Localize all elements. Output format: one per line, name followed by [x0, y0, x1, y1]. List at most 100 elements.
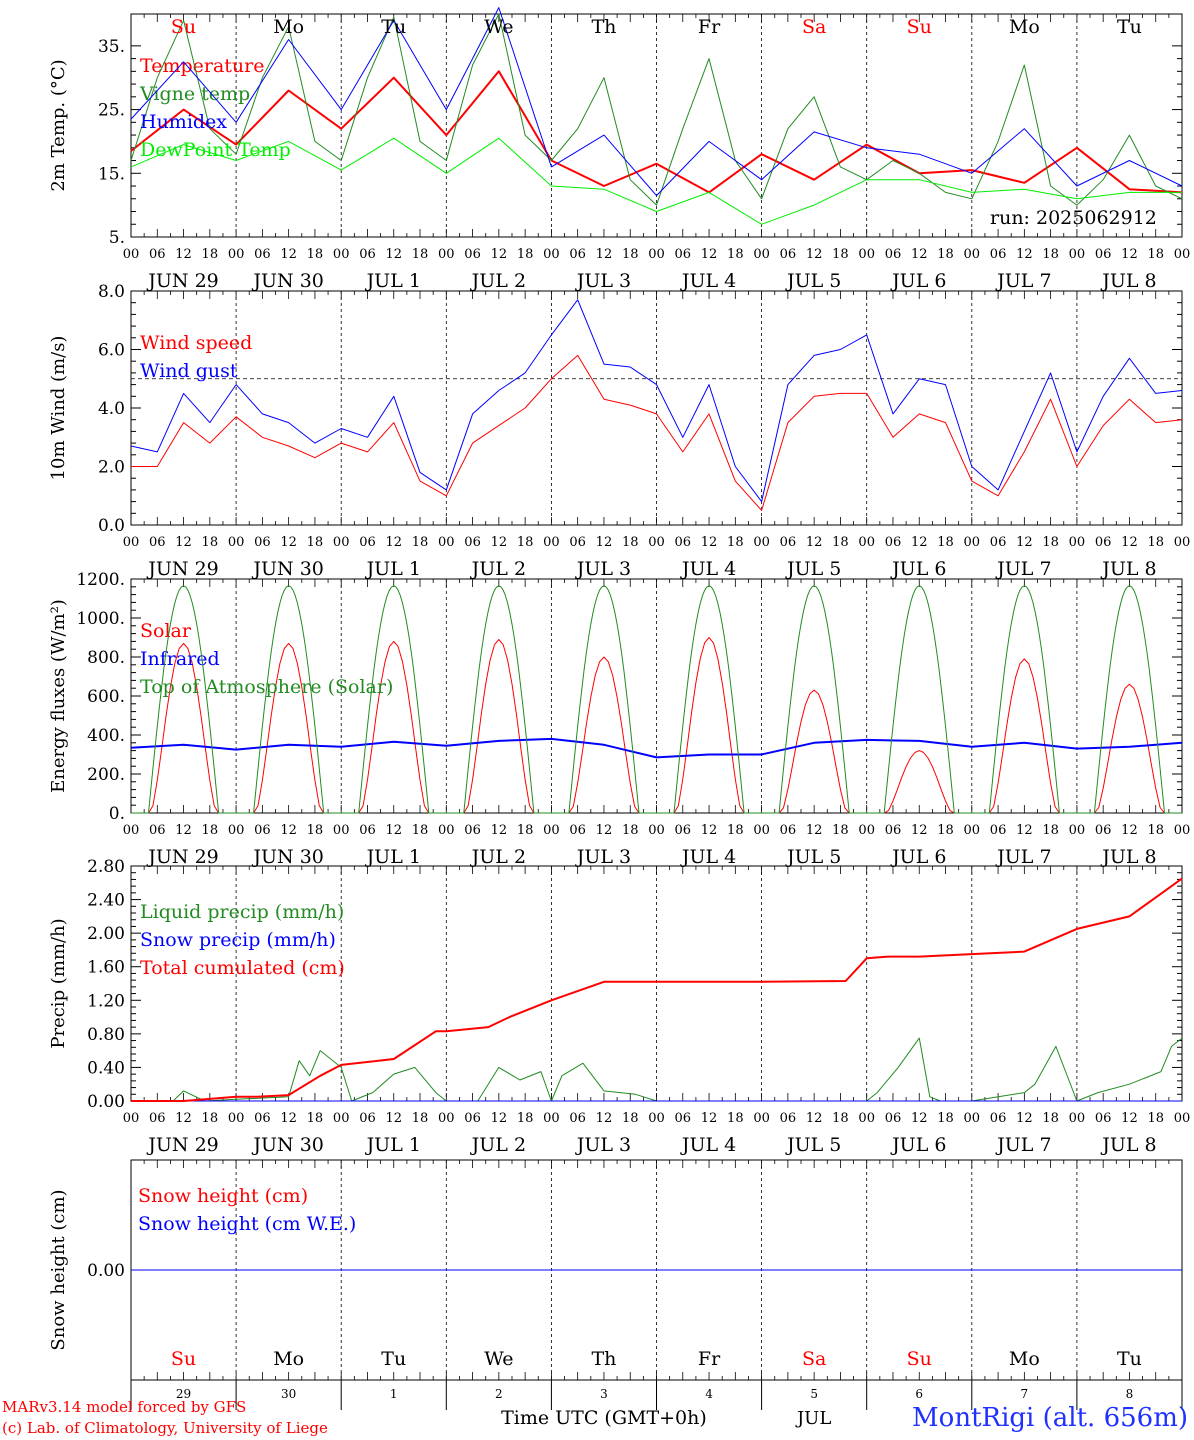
hour-label: 12 — [596, 247, 613, 262]
y-tick-label: 600. — [87, 687, 125, 707]
weekday-label: Fr — [698, 1348, 721, 1370]
lab-credit: (c) Lab. of Climatology, University of L… — [2, 1419, 328, 1437]
hour-label: 06 — [464, 1111, 481, 1126]
hour-label: 00 — [333, 247, 350, 262]
legend-entry: DewPoint Temp — [140, 139, 291, 161]
date-label: JUL 8 — [1100, 846, 1156, 868]
hour-label: 18 — [727, 247, 744, 262]
date-label: JUL 6 — [890, 846, 946, 868]
hour-label: 18 — [727, 823, 744, 838]
hour-label: 12 — [280, 247, 297, 262]
hour-label: 12 — [806, 823, 823, 838]
hour-label: 06 — [885, 247, 902, 262]
hour-label: 00 — [964, 1111, 981, 1126]
day-number-label: 5 — [810, 1387, 818, 1401]
y-tick-label: 0.00 — [87, 1261, 125, 1281]
weekday-label: Tu — [1117, 16, 1142, 38]
y-tick-label: 1200. — [76, 570, 125, 590]
day-number-label: 1 — [390, 1387, 398, 1401]
day-number-label: 3 — [600, 1387, 608, 1401]
date-label: JUN 30 — [251, 558, 323, 580]
hour-label: 12 — [806, 247, 823, 262]
station-title: MontRigi (alt. 656m) — [912, 1403, 1188, 1433]
hour-label: 18 — [202, 1111, 219, 1126]
hour-label: 00 — [648, 823, 665, 838]
hour-label: 12 — [1016, 247, 1033, 262]
hour-label: 06 — [149, 1111, 166, 1126]
hour-label: 18 — [202, 823, 219, 838]
date-label: JUL 4 — [680, 1134, 736, 1156]
date-label: JUN 29 — [146, 1134, 218, 1156]
day-number-label: 30 — [281, 1387, 296, 1401]
weekday-label: Tu — [1117, 1348, 1142, 1370]
hour-label: 00 — [333, 535, 350, 550]
date-label: JUL 6 — [890, 1134, 946, 1156]
hour-label: 12 — [1016, 535, 1033, 550]
hour-label: 06 — [254, 1111, 271, 1126]
weekday-label: Su — [907, 16, 932, 38]
hour-label: 06 — [780, 823, 797, 838]
hour-label: 00 — [1069, 823, 1086, 838]
hour-label: 00 — [123, 1111, 140, 1126]
hour-label: 18 — [1147, 1111, 1164, 1126]
hour-label: 18 — [1042, 247, 1059, 262]
date-label: JUL 2 — [470, 270, 526, 292]
hour-label: 00 — [228, 535, 245, 550]
hour-label: 18 — [832, 823, 849, 838]
hour-label: 00 — [228, 1111, 245, 1126]
weekday-label: Mo — [1009, 16, 1040, 38]
hour-label: 06 — [780, 247, 797, 262]
hour-label: 00 — [858, 247, 875, 262]
hour-label: 00 — [438, 535, 455, 550]
hour-label: 12 — [1121, 247, 1138, 262]
hour-label: 12 — [385, 1111, 402, 1126]
hour-label: 18 — [727, 1111, 744, 1126]
hour-label: 00 — [438, 823, 455, 838]
legend-entry: Total cumulated (cm) — [140, 957, 345, 979]
series-line — [130, 7, 1183, 197]
hour-label: 00 — [543, 247, 560, 262]
hour-label: 18 — [937, 823, 954, 838]
hour-label: 18 — [1147, 535, 1164, 550]
hour-label: 06 — [885, 823, 902, 838]
hour-label: 00 — [1069, 1111, 1086, 1126]
y-tick-label: 4.0 — [98, 399, 125, 419]
hour-label: 06 — [254, 247, 271, 262]
hour-label: 06 — [675, 247, 692, 262]
run-label: run: 2025062912 — [990, 207, 1157, 229]
hour-label: 00 — [438, 247, 455, 262]
hour-label: 06 — [254, 535, 271, 550]
weekday-label: Su — [171, 16, 196, 38]
hour-label: 00 — [858, 1111, 875, 1126]
hour-label: 00 — [333, 1111, 350, 1126]
hour-label: 06 — [464, 247, 481, 262]
y-tick-label: 0. — [109, 804, 125, 824]
hour-label: 06 — [1095, 535, 1112, 550]
hour-label: 18 — [517, 823, 534, 838]
weekday-label: Mo — [273, 16, 304, 38]
y-tick-label: 0.80 — [87, 1025, 125, 1045]
hour-label: 12 — [911, 535, 928, 550]
hour-label: 12 — [491, 535, 508, 550]
hour-label: 18 — [412, 535, 429, 550]
y-axis-title: Precip (mm/h) — [48, 918, 69, 1048]
date-label: JUL 3 — [575, 270, 631, 292]
hour-label: 12 — [1121, 1111, 1138, 1126]
date-label: JUL 8 — [1100, 558, 1156, 580]
hour-label: 12 — [1121, 535, 1138, 550]
month-label: JUL — [795, 1408, 831, 1429]
hour-label: 06 — [990, 1111, 1007, 1126]
hour-label: 12 — [701, 823, 718, 838]
hour-label: 00 — [1069, 247, 1086, 262]
hour-label: 18 — [412, 823, 429, 838]
y-axis-title: Energy fluxes (W/m²) — [48, 599, 69, 793]
hour-label: 00 — [753, 823, 770, 838]
hour-label: 00 — [858, 823, 875, 838]
hour-label: 12 — [491, 1111, 508, 1126]
hour-label: 12 — [1016, 823, 1033, 838]
series-line — [130, 737, 1183, 759]
hour-label: 00 — [1174, 1111, 1191, 1126]
day-number-label: 2 — [495, 1387, 503, 1401]
hour-label: 06 — [569, 823, 586, 838]
y-tick-label: 2.40 — [87, 891, 125, 911]
